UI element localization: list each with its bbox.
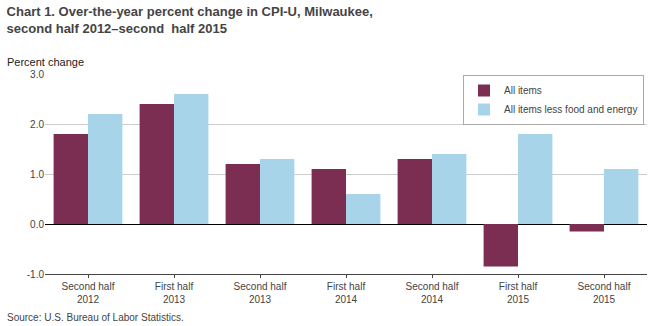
svg-text:1.0: 1.0 (30, 169, 44, 180)
svg-text:Second half2013: Second half2013 (234, 281, 287, 305)
svg-text:3.0: 3.0 (30, 69, 44, 80)
svg-text:First half2014: First half2014 (327, 281, 366, 305)
svg-text:Second half2014: Second half2014 (406, 281, 459, 305)
svg-text:All items less food and energy: All items less food and energy (504, 104, 637, 115)
svg-text:Source: U.S. Bureau of Labor S: Source: U.S. Bureau of Labor Statistics. (7, 312, 184, 323)
svg-text:0.0: 0.0 (30, 219, 44, 230)
svg-text:Second half2015: Second half2015 (578, 281, 631, 305)
svg-text:-1.0: -1.0 (27, 269, 45, 280)
svg-text:Second half2012: Second half2012 (62, 281, 115, 305)
svg-text:First half2015: First half2015 (499, 281, 538, 305)
svg-text:All items: All items (504, 85, 542, 96)
svg-text:Chart 1. Over-the-year percent: Chart 1. Over-the-year percent change in… (7, 4, 373, 36)
svg-text:Percent change: Percent change (7, 56, 84, 68)
svg-text:First half2013: First half2013 (155, 281, 194, 305)
svg-text:2.0: 2.0 (30, 119, 44, 130)
